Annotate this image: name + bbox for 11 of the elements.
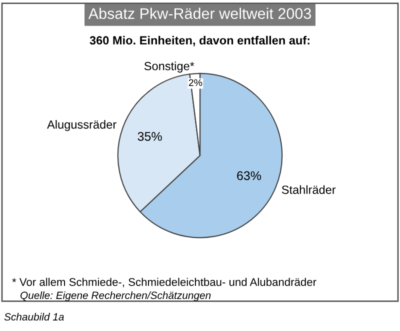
- slice-label: Sonstige*: [144, 62, 194, 73]
- source-note: Quelle: Eigene Recherchen/Schätzungen: [20, 291, 211, 302]
- chart-title: Absatz Pkw-Räder weltweit 2003: [88, 8, 311, 19]
- slice-label: Stahlräder: [282, 185, 336, 194]
- data-label: 2%: [188, 79, 202, 86]
- data-label: 35%: [138, 132, 162, 141]
- slice-label: Alugussräder: [47, 120, 116, 132]
- chart-subtitle: 360 Mio. Einheiten, davon entfallen auf:: [90, 36, 310, 46]
- text: * Vor allem Schmiede-, Schmiedeleichtbau- und Alubandräder: [12, 278, 316, 288]
- text: Schaubild 1a: [4, 312, 64, 321]
- data-label: 63%: [237, 171, 262, 180]
